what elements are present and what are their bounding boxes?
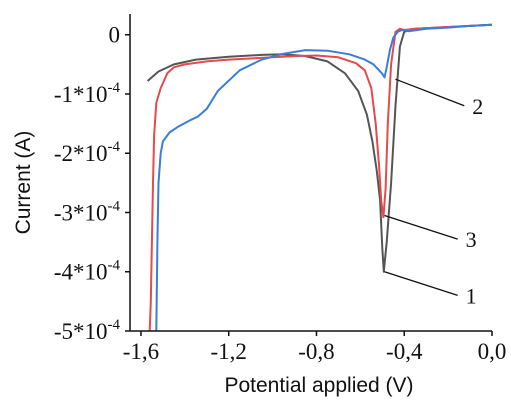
series-line-1 — [146, 23, 492, 273]
x-tick-label: -1,2 — [211, 339, 247, 364]
annotation-label: 1 — [466, 283, 477, 308]
annotation-leader — [384, 271, 458, 296]
x-tick-label: 0,0 — [478, 339, 507, 364]
x-tick-label: -0,8 — [298, 339, 334, 364]
annotation-layer: 2 3 1 — [384, 78, 483, 308]
y-tick-label: -3*10-4 — [54, 198, 121, 225]
axes-layer — [129, 14, 492, 332]
series-line-2 — [148, 23, 492, 331]
series-line-3 — [155, 23, 492, 331]
y-tick-label: -2*10-4 — [54, 139, 121, 166]
y-tick-label: -5*10-4 — [54, 317, 121, 344]
annotation-label: 3 — [466, 227, 477, 252]
annotation-leader — [395, 78, 465, 107]
series-layer — [146, 23, 492, 331]
y-tick-label: 0 — [109, 23, 121, 48]
x-tick-label: -1,6 — [123, 339, 159, 364]
annotation-label: 2 — [472, 94, 483, 119]
x-tick-label: -0,4 — [386, 339, 423, 364]
y-axis-title: Current (A) — [12, 131, 35, 235]
annotation-leader — [384, 214, 458, 240]
x-axis-title: Potential applied (V) — [224, 374, 413, 397]
y-tick-label: -4*10-4 — [54, 258, 121, 285]
ticks-layer: -1,6 -1,2 -0,8 -0,4 0,0 0 -1*10-4 -2*10-4 -3*10-… — [54, 23, 507, 364]
y-tick-label: -1*10-4 — [54, 80, 121, 107]
